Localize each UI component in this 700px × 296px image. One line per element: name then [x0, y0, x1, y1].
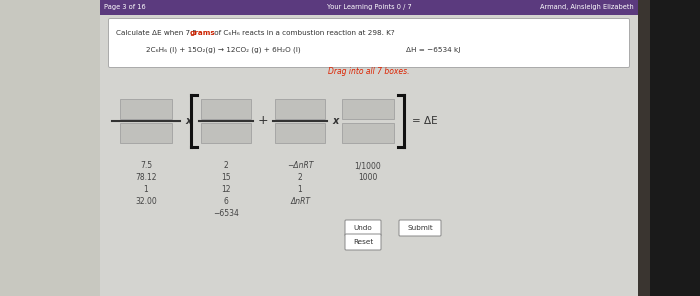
FancyBboxPatch shape — [108, 18, 629, 67]
Bar — [100, 0, 638, 15]
Text: 2C₆H₆ (l) + 15O₂(g) → 12CO₂ (g) + 6H₂O (l): 2C₆H₆ (l) + 15O₂(g) → 12CO₂ (g) + 6H₂O (… — [146, 47, 300, 53]
Text: 1: 1 — [298, 186, 302, 194]
Text: x: x — [332, 116, 338, 126]
Text: ΔnRT: ΔnRT — [290, 197, 310, 207]
Bar — [120, 99, 172, 119]
Text: 32.00: 32.00 — [135, 197, 157, 207]
Bar — [648, 0, 700, 296]
Bar — [120, 123, 172, 143]
Text: Undo: Undo — [354, 225, 372, 231]
Bar — [275, 123, 325, 143]
Text: of C₆H₆ reacts in a combustion reaction at 298. K?: of C₆H₆ reacts in a combustion reaction … — [212, 30, 395, 36]
Bar — [201, 123, 251, 143]
Bar — [342, 99, 394, 119]
Text: Armand, Ainsleigh Elizabeth: Armand, Ainsleigh Elizabeth — [540, 4, 634, 10]
Text: = ΔE: = ΔE — [412, 116, 438, 126]
FancyBboxPatch shape — [399, 220, 441, 236]
Text: Reset: Reset — [353, 239, 373, 245]
Text: x: x — [185, 116, 191, 126]
Bar — [275, 99, 325, 119]
Text: Submit: Submit — [407, 225, 433, 231]
Text: 78.12: 78.12 — [135, 173, 157, 183]
Text: −ΔnRT: −ΔnRT — [287, 162, 313, 170]
Text: 1/1000: 1/1000 — [355, 162, 382, 170]
Text: 12: 12 — [221, 186, 231, 194]
Text: 1: 1 — [144, 186, 148, 194]
Bar — [342, 123, 394, 143]
Text: Drag into all 7 boxes.: Drag into all 7 boxes. — [328, 67, 409, 76]
Text: 7.5: 7.5 — [140, 162, 152, 170]
Text: grams: grams — [190, 30, 216, 36]
Bar — [635, 0, 650, 296]
Bar — [201, 99, 251, 119]
FancyBboxPatch shape — [345, 220, 381, 236]
Text: 6: 6 — [223, 197, 228, 207]
Text: 2: 2 — [223, 162, 228, 170]
Text: Page 3 of 16: Page 3 of 16 — [104, 4, 146, 10]
Text: 1000: 1000 — [358, 173, 378, 183]
FancyBboxPatch shape — [345, 234, 381, 250]
Text: Your Learning Points 0 / 7: Your Learning Points 0 / 7 — [327, 4, 412, 10]
Bar — [100, 0, 638, 296]
Text: 2: 2 — [298, 173, 302, 183]
Text: Calculate ΔE when 7.5: Calculate ΔE when 7.5 — [116, 30, 200, 36]
Text: 15: 15 — [221, 173, 231, 183]
Text: ΔH = −6534 kJ: ΔH = −6534 kJ — [406, 47, 461, 53]
Text: +: + — [258, 115, 268, 128]
Text: −6534: −6534 — [213, 210, 239, 218]
